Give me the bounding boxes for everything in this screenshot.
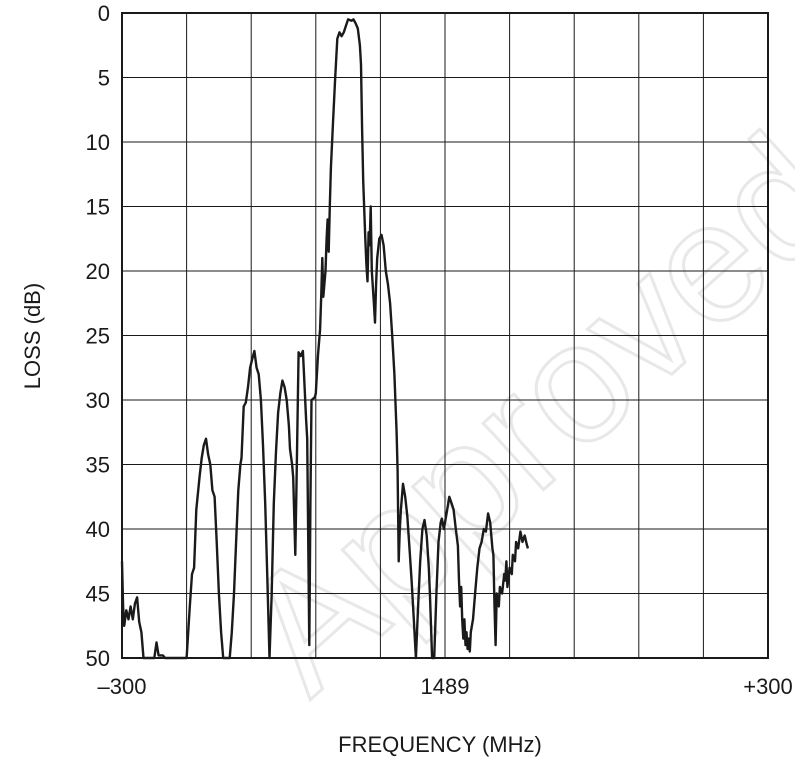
y-tick-labels: 0 5 10 15 20 25 30 35 40 45 50: [86, 1, 110, 671]
y-tick-label-3: 15: [86, 195, 110, 220]
x-tick-labels: –300 1489 +300: [98, 674, 793, 699]
x-tick-label-0: –300: [98, 674, 147, 699]
y-tick-label-2: 10: [86, 130, 110, 155]
plot-frame: [121, 12, 769, 659]
grid-lines: [121, 12, 769, 659]
y-tick-label-5: 25: [86, 324, 110, 349]
series-group: [120, 18, 530, 660]
y-axis-label: LOSS (dB): [20, 283, 45, 389]
y-tick-label-4: 20: [86, 259, 110, 284]
x-tick-label-1: 1489: [421, 674, 470, 699]
watermark-text: Approved: [208, 99, 795, 727]
y-tick-label-9: 45: [86, 582, 110, 607]
x-tick-label-2: +300: [743, 674, 793, 699]
x-axis-label: FREQUENCY (MHz): [338, 732, 542, 757]
y-tick-label-7: 35: [86, 453, 110, 478]
y-tick-label-1: 5: [98, 66, 110, 91]
y-tick-label-0: 0: [98, 1, 110, 26]
y-tick-label-8: 40: [86, 517, 110, 542]
y-tick-label-6: 30: [86, 388, 110, 413]
y-tick-label-10: 50: [86, 646, 110, 671]
loss-series-line-0: [120, 18, 530, 660]
